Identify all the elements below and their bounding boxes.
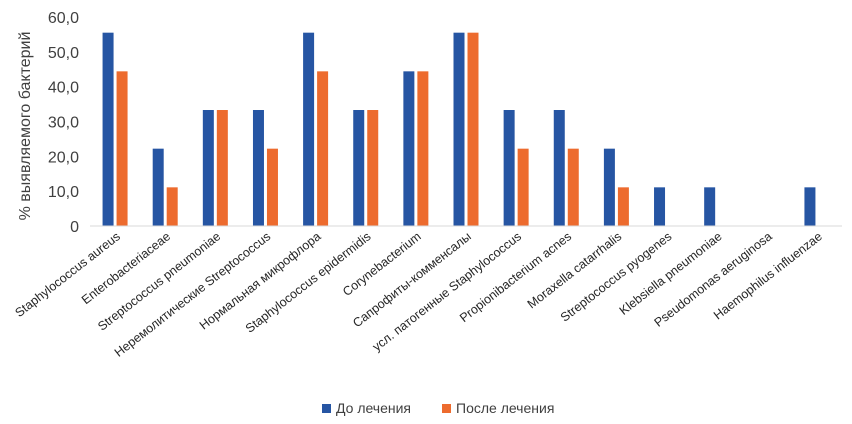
bar-after-treatment [266, 148, 278, 226]
bar-before-treatment [303, 32, 315, 226]
bar-after-treatment [116, 71, 128, 226]
y-tick-label: 60,0 [48, 10, 79, 27]
bar-before-treatment [704, 187, 716, 226]
bar-before-treatment [252, 110, 264, 226]
bar-before-treatment [353, 110, 365, 226]
x-category-label: Moraxella catarrhalis [525, 229, 624, 311]
y-axis-title: % выявляемого бактерий [17, 32, 34, 221]
bar-before-treatment [503, 110, 515, 226]
bar-after-treatment [567, 148, 579, 226]
y-tick-label: 40,0 [48, 80, 79, 97]
bar-after-treatment [467, 32, 479, 226]
bar-after-treatment [417, 71, 429, 226]
legend-label-before: До лечения [336, 400, 411, 416]
legend-swatch-after [442, 404, 451, 413]
y-tick-label: 20,0 [48, 149, 79, 166]
bar-before-treatment [453, 32, 465, 226]
bar-before-treatment [654, 187, 666, 226]
bar-after-treatment [617, 187, 629, 226]
bar-after-treatment [317, 71, 329, 226]
bar-before-treatment [152, 148, 164, 226]
legend-label-after: После лечения [456, 400, 554, 416]
y-tick-label: 0 [70, 219, 79, 236]
bar-after-treatment [517, 148, 529, 226]
y-tick-label: 30,0 [48, 115, 79, 132]
bars [102, 32, 816, 226]
x-axis-labels: Staphylococcus aureusEnterobacteriaceaeS… [12, 229, 824, 359]
y-axis-ticks: 0 10,0 20,0 30,0 40,0 50,0 60,0 [48, 10, 79, 236]
bar-before-treatment [403, 71, 415, 226]
y-tick-label: 10,0 [48, 184, 79, 201]
y-tick-label: 50,0 [48, 45, 79, 62]
bar-after-treatment [216, 110, 228, 226]
bar-before-treatment [804, 187, 816, 226]
bar-before-treatment [102, 32, 114, 226]
legend-swatch-before [322, 404, 331, 413]
x-category-label: Enterobacteriaceae [79, 229, 173, 307]
bar-before-treatment [202, 110, 214, 226]
bar-before-treatment [603, 148, 615, 226]
bar-after-treatment [166, 187, 178, 226]
legend: До лечения После лечения [322, 400, 554, 416]
bar-before-treatment [553, 110, 565, 226]
bar-after-treatment [367, 110, 379, 226]
